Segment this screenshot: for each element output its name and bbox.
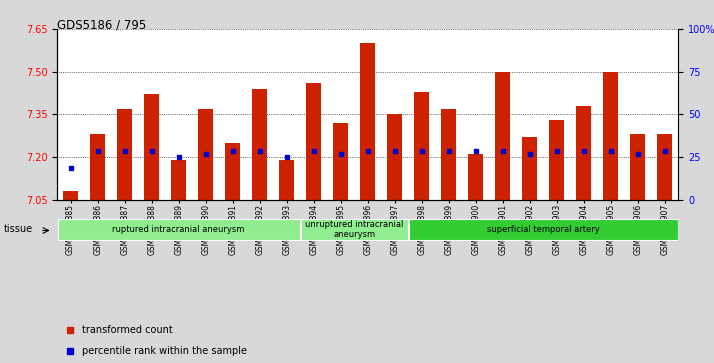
Bar [252, 89, 267, 200]
Bar [603, 72, 618, 200]
Text: percentile rank within the sample: percentile rank within the sample [82, 346, 247, 356]
Bar [225, 143, 240, 200]
Bar [408, 219, 678, 240]
Bar [301, 219, 408, 240]
Bar [117, 109, 132, 200]
Bar [468, 154, 483, 200]
Bar [90, 134, 105, 200]
Bar [198, 109, 213, 200]
Bar [361, 43, 375, 200]
Bar [658, 134, 672, 200]
Bar [171, 160, 186, 200]
Bar [279, 160, 294, 200]
Text: GDS5186 / 795: GDS5186 / 795 [57, 18, 146, 31]
Text: ruptured intracranial aneurysm: ruptured intracranial aneurysm [113, 225, 245, 234]
Bar [387, 114, 402, 200]
Text: tissue: tissue [4, 224, 33, 234]
Bar [496, 72, 511, 200]
Bar [64, 191, 78, 200]
Bar [306, 83, 321, 200]
Bar [333, 123, 348, 200]
Text: unruptured intracranial
aneurysm: unruptured intracranial aneurysm [305, 220, 403, 239]
Bar [630, 134, 645, 200]
Bar [58, 219, 300, 240]
Bar [441, 109, 456, 200]
Bar [144, 94, 159, 200]
Bar [576, 106, 591, 200]
Bar [523, 137, 537, 200]
Bar [549, 120, 564, 200]
Text: superficial temporal artery: superficial temporal artery [487, 225, 600, 234]
Text: transformed count: transformed count [82, 325, 173, 335]
Bar [414, 91, 429, 200]
